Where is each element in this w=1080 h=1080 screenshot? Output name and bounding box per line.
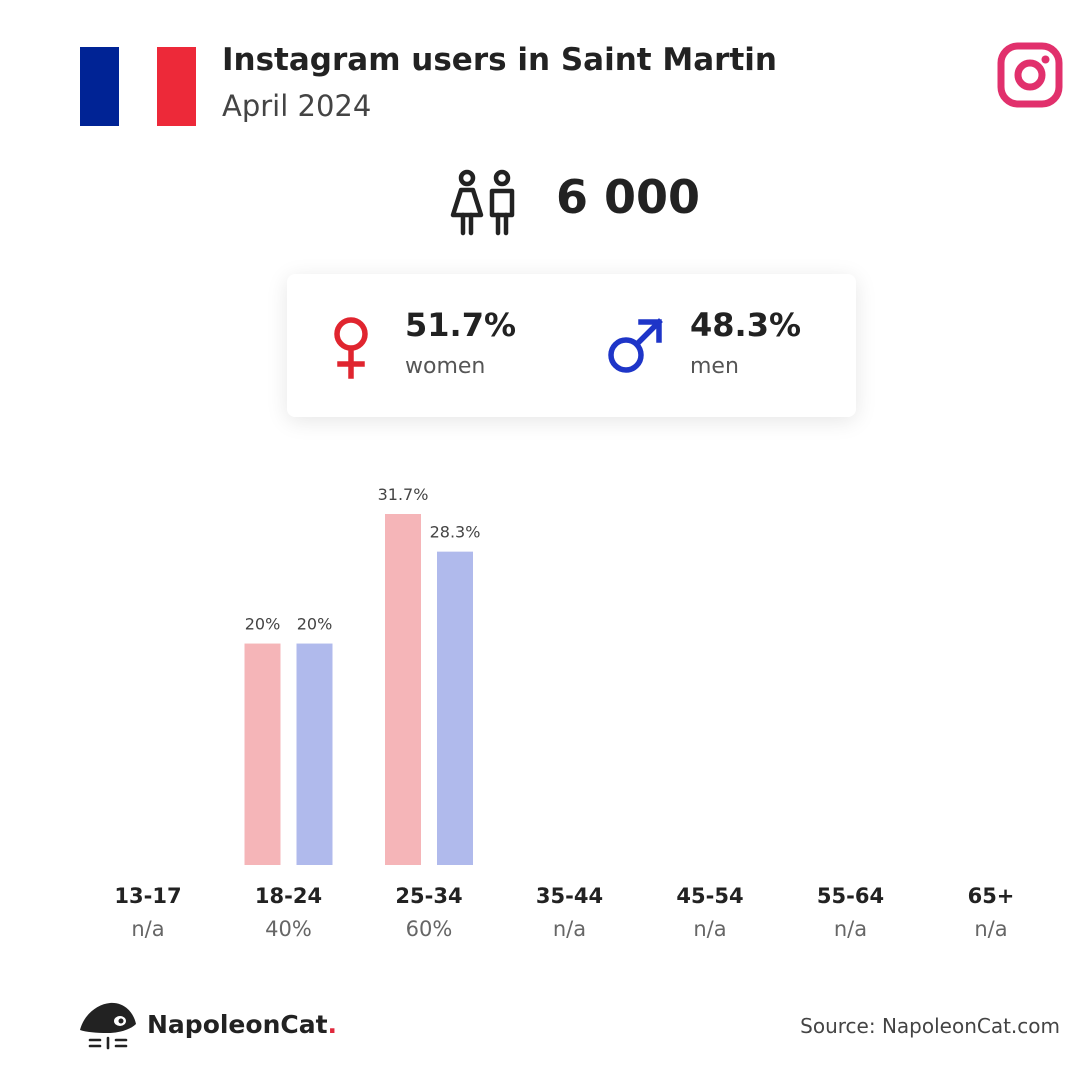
flag-stripe-blue	[80, 47, 119, 126]
tick-label-18-24: 18-24	[254, 884, 323, 908]
female-symbol-icon	[334, 317, 368, 379]
bar-label-women-25-34: 31.7%	[378, 485, 429, 504]
age-gender-bar-chart: 20% 20% 31.7%28.3%	[244, 485, 481, 865]
users-icon	[450, 169, 515, 236]
brand-name: NapoleonCat.	[147, 1010, 337, 1039]
bar-label-men-18-24: 20%	[297, 615, 333, 634]
bar-men-18-24	[296, 643, 333, 865]
instagram-icon	[997, 42, 1063, 108]
brand-dot: .	[327, 1010, 338, 1039]
total-users-value: 6 000	[556, 170, 701, 224]
gender-split-card: 51.7% women 48.3% men	[287, 274, 856, 417]
category-total-35-44: n/a	[552, 917, 587, 941]
category-total-45-54: n/a	[693, 917, 727, 941]
source-credit: Source: NapoleonCat.com	[800, 1014, 1060, 1038]
tick-label-45-54: 45-54	[676, 884, 744, 908]
tick-label-25-34: 25-34	[395, 884, 463, 908]
category-total-18-24: 40%	[265, 917, 312, 941]
flag-stripe-white	[118, 47, 158, 126]
page-title: Instagram users in Saint Martin	[222, 42, 777, 78]
tick-label-35-44: 35-44	[535, 884, 604, 908]
category-total-13-17: n/a	[131, 917, 165, 941]
bar-label-men-25-34: 28.3%	[430, 523, 481, 542]
bar-women-25-34	[385, 514, 421, 865]
women-percent: 51.7%	[405, 306, 517, 344]
category-total-65+: n/a	[974, 917, 1008, 941]
category-total-55-64: n/a	[833, 917, 868, 941]
bar-women-18-24	[244, 643, 281, 865]
bar-men-25-34	[437, 551, 473, 865]
country-flag	[80, 47, 197, 126]
men-label: men	[690, 354, 739, 379]
flag-stripe-red	[157, 47, 197, 126]
page-subtitle: April 2024	[222, 89, 372, 123]
male-symbol-icon	[608, 318, 663, 373]
bar-label-women-18-24: 20%	[245, 615, 281, 634]
tick-label-13-17: 13-17	[114, 884, 182, 908]
tick-label-65+: 65+	[967, 884, 1015, 908]
women-label: women	[405, 354, 486, 379]
category-total-25-34: 60%	[405, 917, 453, 941]
tick-label-55-64: 55-64	[816, 884, 885, 908]
brand-name-text: NapoleonCat	[147, 1010, 328, 1039]
men-percent: 48.3%	[690, 306, 802, 344]
napoleoncat-logo-icon	[80, 1002, 136, 1050]
